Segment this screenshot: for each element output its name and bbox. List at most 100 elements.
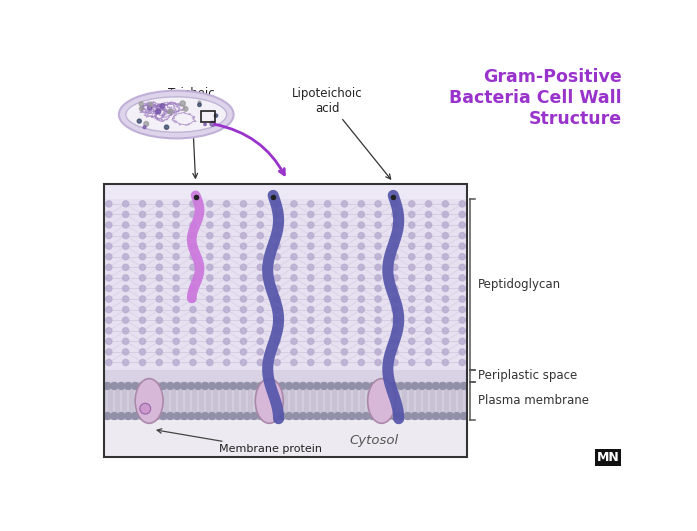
Circle shape [123,317,129,323]
Circle shape [272,413,279,419]
Circle shape [325,243,330,249]
Circle shape [408,285,415,292]
Circle shape [132,382,139,389]
Circle shape [240,264,247,270]
Circle shape [408,243,415,249]
Circle shape [106,328,112,334]
Circle shape [258,382,265,389]
Circle shape [342,328,348,334]
Circle shape [224,338,230,345]
Circle shape [383,413,390,419]
Circle shape [123,201,129,207]
Circle shape [328,382,335,389]
Circle shape [358,264,365,270]
Circle shape [240,306,247,313]
Circle shape [274,222,280,228]
Circle shape [106,317,112,323]
Circle shape [392,359,398,365]
Circle shape [375,349,381,355]
Circle shape [279,382,286,389]
Circle shape [342,296,348,302]
Circle shape [156,211,162,218]
Circle shape [425,296,431,302]
Circle shape [173,349,179,355]
Circle shape [459,349,466,355]
Circle shape [342,359,348,365]
Circle shape [156,349,162,355]
Circle shape [392,317,398,323]
Circle shape [173,275,179,281]
Circle shape [139,107,143,110]
Circle shape [358,222,365,228]
Circle shape [342,349,348,355]
Circle shape [207,254,213,260]
Circle shape [459,211,466,218]
Circle shape [123,306,129,313]
Circle shape [325,254,330,260]
Circle shape [291,243,297,249]
Circle shape [375,243,381,249]
Circle shape [111,413,118,419]
Circle shape [123,254,129,260]
Circle shape [293,413,300,419]
Circle shape [392,349,398,355]
Circle shape [174,413,181,419]
Circle shape [104,382,111,389]
Text: Lipoteichoic
acid: Lipoteichoic acid [292,87,390,179]
Circle shape [418,382,425,389]
Circle shape [258,413,265,419]
Circle shape [459,254,466,260]
Circle shape [164,125,169,130]
Circle shape [358,254,365,260]
Circle shape [358,201,365,207]
Circle shape [392,254,398,260]
Circle shape [274,285,280,292]
Circle shape [240,285,247,292]
Circle shape [139,102,144,106]
Circle shape [132,413,139,419]
Circle shape [123,264,129,270]
Circle shape [236,382,243,389]
Circle shape [160,413,167,419]
Text: MN: MN [597,451,620,465]
Circle shape [104,413,111,419]
Text: Membrane protein: Membrane protein [157,429,322,455]
Circle shape [325,285,330,292]
Circle shape [459,296,466,302]
Circle shape [307,264,314,270]
Circle shape [325,317,330,323]
Circle shape [224,233,230,238]
Circle shape [173,243,179,249]
Circle shape [459,317,466,323]
Circle shape [425,328,431,334]
Circle shape [106,222,112,228]
Circle shape [425,317,431,323]
Circle shape [443,359,448,365]
Circle shape [190,338,196,345]
Circle shape [106,296,112,302]
Circle shape [156,328,162,334]
Circle shape [325,349,330,355]
Circle shape [453,413,460,419]
Circle shape [392,328,398,334]
Circle shape [375,264,381,270]
Circle shape [358,285,365,292]
Circle shape [224,306,230,313]
Circle shape [335,382,342,389]
Circle shape [207,349,213,355]
Circle shape [139,306,146,313]
Circle shape [207,328,213,334]
Circle shape [392,285,398,292]
Circle shape [425,413,432,419]
Circle shape [236,413,243,419]
Circle shape [173,317,179,323]
Circle shape [251,413,258,419]
Circle shape [224,211,230,218]
Circle shape [224,275,230,281]
Circle shape [443,328,448,334]
Circle shape [257,285,263,292]
Circle shape [443,306,448,313]
Circle shape [300,382,307,389]
Circle shape [307,254,314,260]
Circle shape [173,264,179,270]
